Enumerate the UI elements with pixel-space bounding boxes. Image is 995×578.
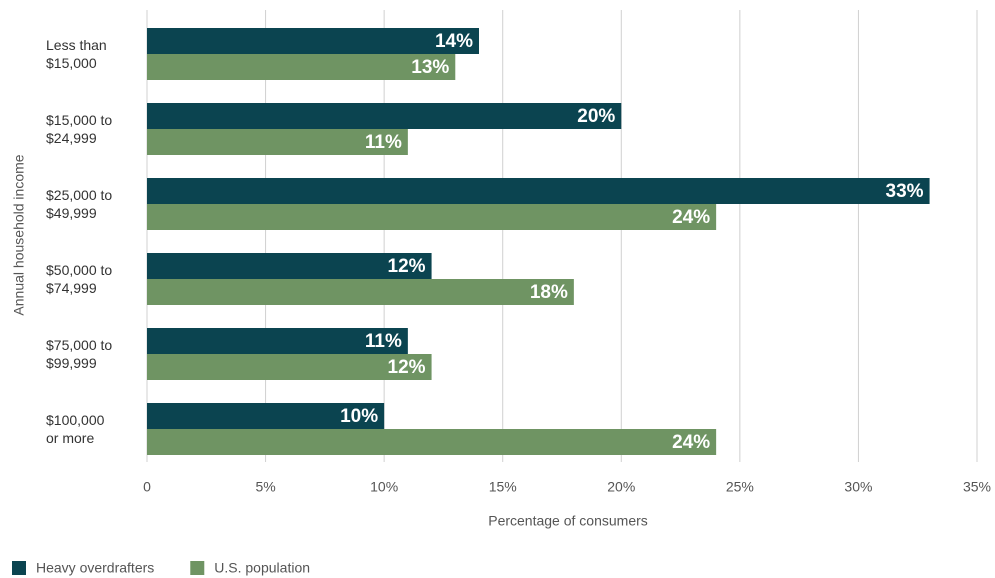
legend-label: Heavy overdrafters [36, 560, 154, 576]
bar [147, 54, 456, 80]
y-tick-label: $75,000 to $99,999 [46, 337, 113, 371]
x-tick-label: 5% [255, 479, 275, 495]
value-label: 12% [388, 357, 426, 378]
x-tick-label: 35% [963, 479, 991, 495]
legend-label: U.S. population [214, 560, 310, 576]
bar [147, 403, 385, 429]
bar [147, 129, 408, 155]
y-tick-label: $15,000 to $24,999 [46, 112, 113, 146]
x-tick-label: 30% [844, 479, 872, 495]
bar [147, 204, 717, 230]
bar [147, 178, 930, 204]
value-label: 20% [577, 106, 615, 127]
y-tick-label: $100,000 or more [46, 412, 105, 446]
y-tick-label: $50,000 to $74,999 [46, 262, 113, 296]
bar [147, 429, 717, 455]
bar [147, 103, 622, 129]
value-label: 12% [388, 256, 426, 277]
value-label: 10% [340, 406, 378, 427]
value-label: 14% [435, 31, 473, 52]
x-tick-label: 10% [370, 479, 398, 495]
value-label: 33% [886, 181, 924, 202]
x-tick-label: 20% [607, 479, 635, 495]
y-axis-label: Annual household income [11, 154, 27, 315]
value-label: 18% [530, 282, 568, 303]
value-label: 24% [672, 207, 710, 228]
bar [147, 354, 432, 380]
bar [147, 253, 432, 279]
bar [147, 28, 479, 54]
x-tick-label: 15% [489, 479, 517, 495]
value-label: 13% [411, 57, 449, 78]
y-tick-label: $25,000 to $49,999 [46, 187, 113, 221]
x-tick-label: 25% [726, 479, 754, 495]
x-axis-label: Percentage of consumers [488, 513, 648, 529]
bar [147, 328, 408, 354]
legend-swatch [190, 561, 205, 575]
x-tick-label: 0 [143, 479, 151, 495]
y-tick-label: Less than $15,000 [46, 37, 107, 71]
value-label: 24% [672, 432, 710, 453]
value-label: 11% [365, 331, 402, 352]
bar [147, 279, 574, 305]
legend-swatch [12, 561, 26, 575]
value-label: 11% [365, 132, 402, 153]
